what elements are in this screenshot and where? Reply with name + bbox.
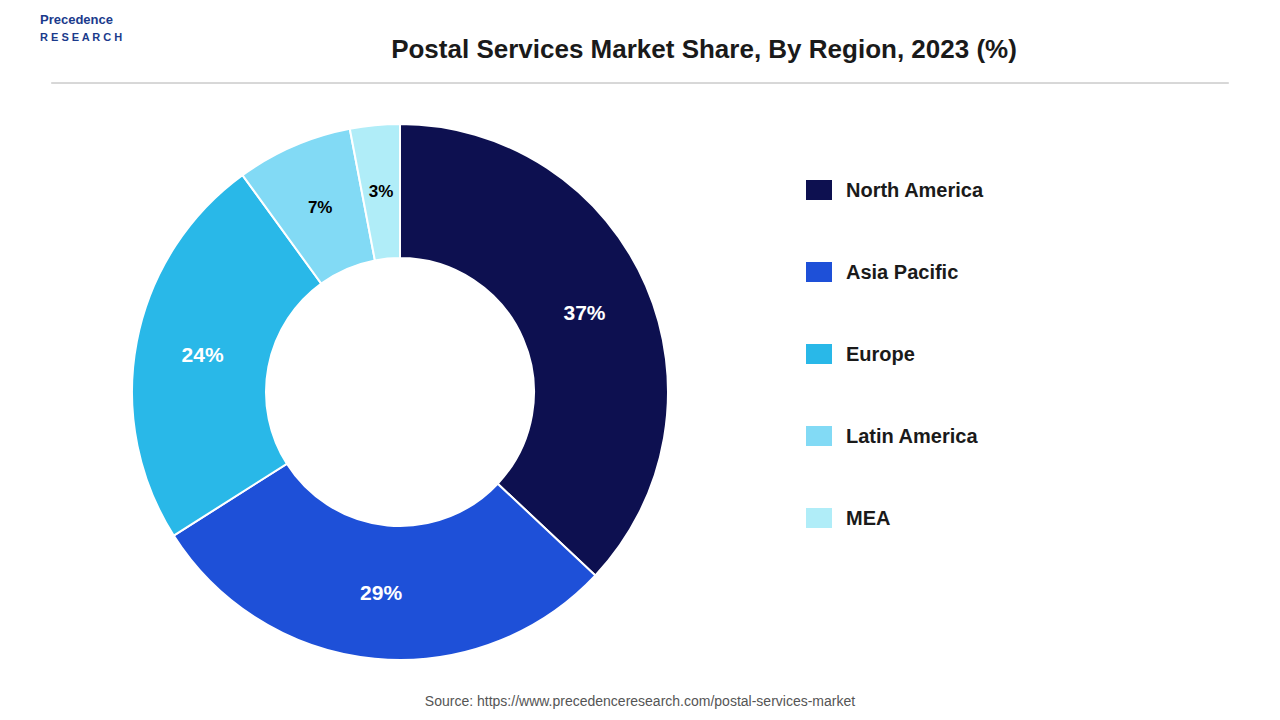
legend-swatch: [806, 508, 832, 528]
legend-swatch: [806, 426, 832, 446]
legend: North America Asia Pacific Europe Latin Ame…: [806, 179, 984, 529]
slice: [400, 124, 668, 575]
legend-swatch: [806, 180, 832, 200]
donut: [132, 124, 668, 660]
legend-label: Latin America: [846, 425, 978, 447]
data-labels: 37% 29% 24% 7% 3%: [182, 182, 606, 603]
chart-container: Postal Services Market Share, By Region,…: [0, 0, 1280, 720]
legend-label: North America: [846, 179, 984, 201]
data-label: 29%: [360, 581, 402, 604]
source-text: Source: https://www.precedenceresearch.c…: [425, 693, 855, 709]
legend-label: Europe: [846, 343, 915, 365]
logo-text: Precedence: [40, 12, 113, 27]
logo-text: R E S E A R C H: [40, 31, 122, 43]
data-label: 7%: [308, 198, 333, 217]
data-label: 3%: [369, 182, 394, 201]
title: Postal Services Market Share, By Region,…: [391, 34, 1017, 64]
chart-svg: Postal Services Market Share, By Region,…: [0, 0, 1280, 720]
legend-swatch: [806, 262, 832, 282]
title-rule: [51, 83, 1229, 84]
slice: [350, 124, 400, 260]
data-label: 37%: [563, 301, 605, 324]
data-label: 24%: [182, 343, 224, 366]
legend-swatch: [806, 344, 832, 364]
legend-label: MEA: [846, 507, 890, 529]
legend-label: Asia Pacific: [846, 261, 958, 283]
